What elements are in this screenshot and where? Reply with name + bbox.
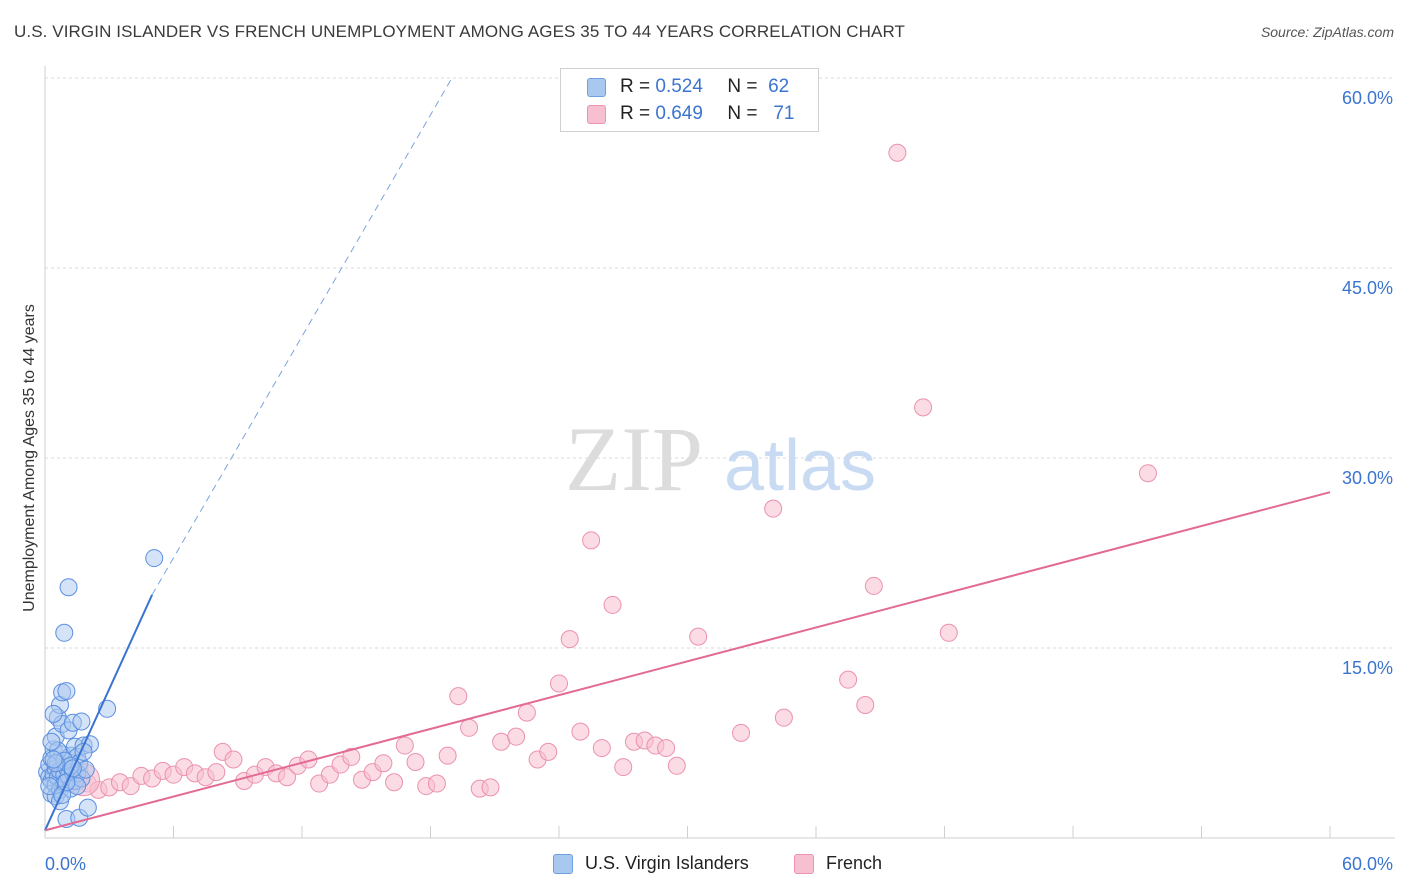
data-point-french bbox=[427, 774, 446, 793]
y-tick-label: 30.0% bbox=[1342, 468, 1393, 488]
data-point-french bbox=[732, 723, 751, 742]
data-point-us-virgin-islanders bbox=[72, 712, 91, 731]
data-point-french bbox=[438, 746, 457, 765]
trend-line-us-virgin-islanders bbox=[44, 594, 153, 831]
data-point-french bbox=[603, 595, 622, 614]
data-point-french bbox=[492, 732, 511, 751]
source-label: Source: ZipAtlas.com bbox=[1260, 24, 1394, 40]
bottom-legend-swatch-blue bbox=[553, 853, 573, 874]
data-point-us-virgin-islanders bbox=[59, 578, 78, 597]
data-point-french bbox=[582, 531, 601, 550]
data-point-french bbox=[374, 754, 393, 773]
data-point-french bbox=[460, 718, 479, 737]
axes bbox=[44, 66, 1395, 839]
data-point-french bbox=[774, 708, 793, 727]
data-point-us-virgin-islanders bbox=[55, 623, 74, 642]
data-point-french bbox=[939, 623, 958, 642]
data-point-us-virgin-islanders bbox=[40, 777, 59, 796]
bottom-legend-label: U.S. Virgin Islanders bbox=[585, 853, 749, 873]
trend-line-french bbox=[44, 491, 1331, 832]
data-point-french bbox=[481, 778, 500, 797]
data-point-french bbox=[689, 627, 708, 646]
data-point-french bbox=[449, 687, 468, 706]
data-point-french bbox=[764, 499, 783, 518]
x-tick-label: 0.0% bbox=[45, 854, 86, 874]
data-point-french bbox=[278, 768, 297, 787]
data-point-french bbox=[914, 398, 933, 417]
legend-row-pink: R = 0.649 N = 71 bbox=[587, 102, 794, 126]
data-point-french bbox=[856, 696, 875, 714]
data-point-french bbox=[507, 727, 526, 746]
data-point-french bbox=[207, 763, 226, 782]
trend-line-extension-us-virgin-islanders bbox=[151, 77, 453, 596]
data-point-french bbox=[888, 143, 907, 162]
x-tick-label: 60.0% bbox=[1342, 854, 1393, 874]
data-point-french bbox=[395, 736, 414, 755]
y-tick-label: 60.0% bbox=[1342, 88, 1393, 108]
legend-n-value: 71 bbox=[773, 103, 795, 124]
watermark-atlas: atlas bbox=[724, 426, 876, 506]
trend-lines bbox=[44, 77, 1331, 832]
data-point-french bbox=[342, 747, 361, 766]
bottom-legend-pink: French bbox=[794, 853, 882, 874]
series-us-virgin-islanders bbox=[38, 549, 164, 828]
legend-n-value: 62 bbox=[768, 76, 790, 97]
data-point-french bbox=[560, 630, 579, 649]
legend-r-value: 0.649 bbox=[655, 103, 703, 124]
data-point-french bbox=[864, 576, 883, 595]
grid-lines bbox=[45, 77, 1395, 649]
correlation-legend: R = 0.524 N = 62 R = 0.649 N = 71 bbox=[560, 68, 819, 132]
data-point-us-virgin-islanders bbox=[145, 549, 164, 568]
data-point-french bbox=[385, 773, 404, 792]
data-point-french bbox=[539, 742, 558, 761]
bottom-legend-swatch-pink bbox=[794, 853, 814, 874]
data-point-french bbox=[657, 739, 676, 758]
y-tick-label: 15.0% bbox=[1342, 658, 1393, 678]
legend-swatch-pink bbox=[587, 104, 606, 124]
data-point-french bbox=[667, 756, 686, 775]
data-point-us-virgin-islanders bbox=[44, 704, 63, 723]
data-point-french bbox=[517, 703, 536, 722]
data-point-french bbox=[839, 670, 858, 689]
data-point-french bbox=[406, 753, 425, 771]
tick-labels: 15.0% 30.0% 45.0% 60.0% 0.0% 60.0% bbox=[45, 88, 1393, 874]
data-point-french bbox=[224, 750, 243, 769]
legend-swatch-blue bbox=[587, 77, 606, 97]
legend-n-label: N = bbox=[727, 76, 758, 97]
watermark-zip: ZIP bbox=[565, 408, 703, 510]
bottom-legend-blue: U.S. Virgin Islanders bbox=[553, 853, 749, 874]
series-french bbox=[46, 143, 1157, 799]
y-axis-label: Unemployment Among Ages 35 to 44 years bbox=[21, 304, 38, 612]
data-point-us-virgin-islanders bbox=[57, 682, 76, 701]
legend-n-label: N = bbox=[727, 103, 758, 124]
data-point-french bbox=[614, 758, 633, 777]
data-point-french bbox=[571, 722, 590, 741]
bottom-legend-label: French bbox=[826, 853, 883, 873]
legend-r-label: R = bbox=[620, 76, 651, 97]
data-point-us-virgin-islanders bbox=[44, 750, 63, 769]
data-point-french bbox=[1138, 464, 1157, 483]
y-tick-label: 45.0% bbox=[1342, 278, 1393, 298]
legend-row-blue: R = 0.524 N = 62 bbox=[587, 75, 789, 99]
legend-r-label: R = bbox=[620, 103, 651, 124]
legend-r-value: 0.524 bbox=[655, 76, 703, 97]
data-point-us-virgin-islanders bbox=[78, 798, 97, 817]
data-point-us-virgin-islanders bbox=[42, 732, 61, 751]
data-point-french bbox=[550, 674, 568, 693]
data-point-french bbox=[592, 739, 611, 758]
chart-title: U.S. VIRGIN ISLANDER VS FRENCH UNEMPLOYM… bbox=[14, 22, 906, 41]
